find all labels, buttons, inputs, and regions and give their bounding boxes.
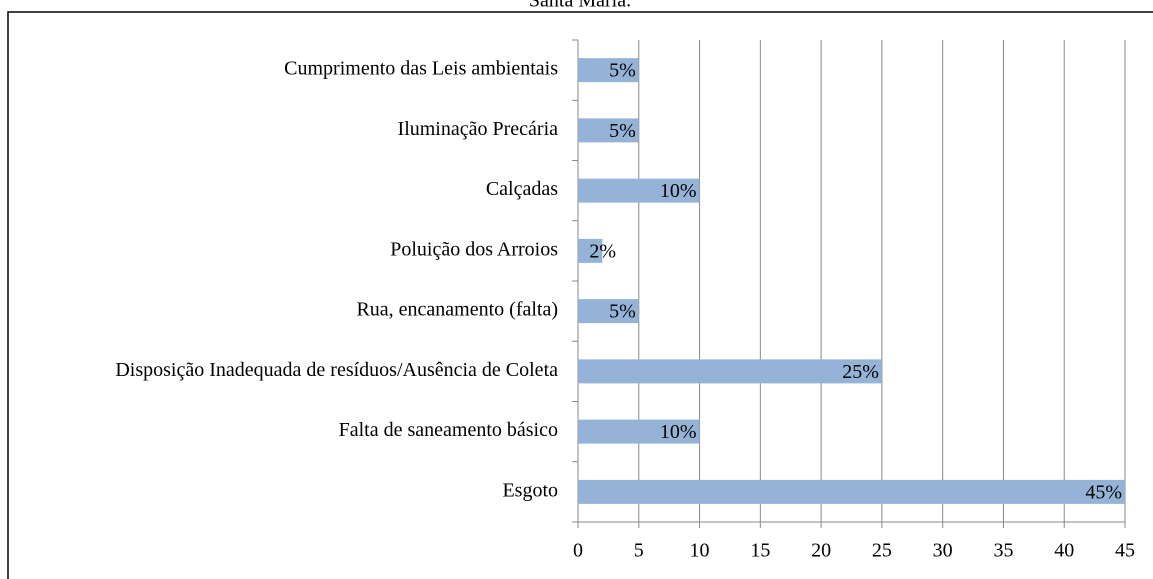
data-label: 25% (842, 361, 879, 383)
data-label: 5% (609, 60, 636, 82)
y-tick-label: Disposição Inadequada de resíduos/Ausênc… (115, 359, 558, 381)
bar (578, 238, 603, 263)
x-tick-label: 5 (634, 540, 644, 562)
data-label: 2% (589, 240, 616, 262)
x-tick-label: 10 (690, 540, 710, 562)
y-tick-label: Cumprimento das Leis ambientais (284, 58, 558, 80)
x-tick-label: 40 (1054, 540, 1074, 562)
data-label: 5% (609, 120, 636, 142)
data-label: 45% (1085, 481, 1122, 503)
y-tick-label: Calçadas (486, 178, 558, 200)
x-tick-label: 35 (993, 540, 1013, 562)
bar (578, 58, 639, 83)
x-tick-label: 25 (872, 540, 892, 562)
y-tick-label: Rua, encanamento (falta) (356, 299, 558, 321)
bar (578, 419, 700, 444)
x-tick-label: 45 (1115, 540, 1135, 562)
data-label: 5% (609, 301, 636, 323)
y-tick-label: Poluição dos Arroios (390, 238, 558, 260)
x-tick-label: 15 (750, 540, 770, 562)
y-tick-label: Iluminação Precária (398, 118, 559, 140)
bar (578, 479, 1125, 504)
bar (578, 118, 639, 143)
x-tick-label: 0 (573, 540, 583, 562)
x-tick-label: 30 (933, 540, 953, 562)
data-label: 10% (660, 421, 697, 443)
chart-title: Santa Maria. (529, 0, 631, 12)
y-tick-label: Esgoto (502, 479, 558, 501)
bar (578, 299, 639, 324)
bar (578, 359, 882, 384)
y-tick-label: Falta de saneamento básico (339, 419, 558, 441)
x-tick-label: 20 (811, 540, 831, 562)
data-label: 10% (660, 180, 697, 202)
bar (578, 178, 700, 203)
